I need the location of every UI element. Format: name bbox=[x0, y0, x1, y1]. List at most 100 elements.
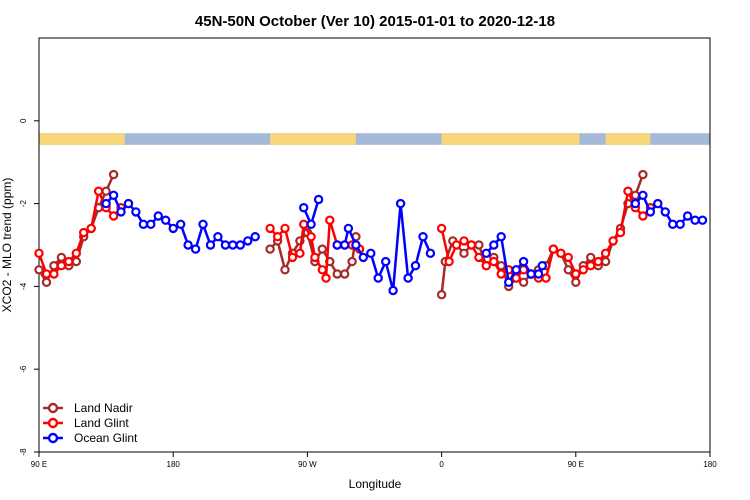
ocean-glint-point bbox=[682, 211, 693, 221]
y-tick-label: -8 bbox=[19, 448, 28, 456]
y-axis-label: XCO2 - MLO trend (ppm) bbox=[0, 178, 14, 313]
ocean-glint-point bbox=[504, 277, 514, 287]
land-glint-point bbox=[41, 269, 52, 279]
ocean-glint-point bbox=[388, 285, 398, 296]
land-glint-point bbox=[93, 186, 104, 196]
ocean-glint-point bbox=[138, 219, 149, 229]
legend-swatch-marker bbox=[47, 432, 59, 444]
ocean-glint-point bbox=[526, 269, 536, 279]
land-glint-point bbox=[444, 256, 454, 267]
land-glint-point bbox=[306, 231, 316, 242]
land-ocean-mask-band bbox=[39, 133, 710, 145]
ocean-glint-point bbox=[410, 261, 421, 271]
ocean-glint-point bbox=[496, 231, 506, 242]
land-glint-point bbox=[481, 261, 491, 271]
land-glint-point bbox=[299, 219, 309, 229]
land-glint-point bbox=[321, 273, 331, 283]
ocean-glint-point bbox=[228, 240, 238, 250]
land-nadir-point bbox=[586, 252, 596, 263]
series-land-nadir bbox=[34, 169, 648, 300]
ocean-glint-point bbox=[675, 219, 685, 229]
land-nadir-point bbox=[101, 186, 111, 196]
land-nadir-point bbox=[49, 261, 59, 271]
ocean-glint-point bbox=[108, 190, 119, 200]
land-glint-point bbox=[578, 265, 589, 275]
ocean-glint-point bbox=[205, 240, 216, 250]
land-glint-point bbox=[272, 231, 283, 242]
ocean-glint-point bbox=[131, 207, 141, 217]
land-glint-point bbox=[325, 215, 335, 225]
ocean-glint-point bbox=[668, 219, 678, 229]
land-glint-point bbox=[49, 269, 59, 279]
ocean-glint-point bbox=[630, 198, 641, 209]
land-glint-point bbox=[86, 223, 96, 234]
ocean-glint-point bbox=[660, 207, 671, 217]
ocean-glint-point bbox=[190, 244, 201, 254]
ocean-band bbox=[39, 133, 710, 145]
land-nadir-point bbox=[265, 244, 275, 254]
ocean-glint-point bbox=[511, 265, 521, 275]
ocean-glint-point bbox=[418, 231, 428, 242]
ocean-glint-point bbox=[235, 240, 245, 250]
land-glint-point bbox=[474, 252, 484, 263]
land-nadir-point bbox=[630, 190, 641, 200]
land-nadir-point bbox=[108, 169, 119, 180]
land-nadir-point bbox=[280, 265, 290, 275]
land-nadir-point bbox=[317, 244, 327, 254]
ocean-glint-point bbox=[250, 231, 260, 242]
ocean-glint-point bbox=[146, 219, 156, 229]
land-nadir-point bbox=[563, 265, 574, 275]
ocean-glint-point bbox=[373, 273, 383, 283]
ocean-glint-point bbox=[697, 215, 708, 225]
ocean-glint-point bbox=[343, 223, 354, 234]
land-glint-point bbox=[466, 240, 477, 250]
land-nadir-point bbox=[332, 269, 342, 279]
ocean-glint-point bbox=[366, 248, 376, 258]
ocean-glint-point bbox=[175, 219, 186, 229]
ocean-glint-point bbox=[332, 240, 342, 250]
land-glint-point bbox=[34, 248, 44, 258]
ocean-glint-point bbox=[160, 215, 171, 225]
land-glint-point bbox=[541, 273, 551, 283]
y-tick-label: 0 bbox=[19, 118, 28, 123]
legend-label: Land Nadir bbox=[74, 401, 133, 415]
x-tick-label: 90 W bbox=[298, 460, 317, 469]
ocean-glint-point bbox=[116, 207, 126, 217]
ocean-glint-point bbox=[489, 240, 499, 250]
ocean-glint-point bbox=[306, 219, 316, 229]
ocean-glint-point bbox=[340, 240, 350, 250]
land-nadir-point bbox=[459, 248, 469, 258]
x-axis-label: Longitude bbox=[349, 477, 402, 491]
y-tick-label: -2 bbox=[19, 199, 28, 207]
ocean-glint-point bbox=[351, 240, 361, 250]
land-glint-point bbox=[265, 223, 275, 234]
ocean-glint-point bbox=[645, 207, 656, 217]
land-glint-point bbox=[623, 186, 633, 196]
ocean-glint-point bbox=[123, 198, 134, 209]
series-layer bbox=[34, 169, 708, 300]
ocean-glint-point bbox=[243, 236, 253, 246]
land-glint-point bbox=[548, 244, 559, 254]
land-glint-point bbox=[108, 211, 119, 221]
ocean-glint-point bbox=[168, 223, 178, 234]
x-axis-ticks: 90 E 180 90 W 0 90 E 180 bbox=[31, 452, 717, 469]
land-nadir-point bbox=[474, 240, 484, 250]
ocean-glint-point bbox=[425, 248, 436, 258]
land-glint-point bbox=[638, 211, 648, 221]
land-glint-point bbox=[71, 248, 82, 258]
land-band-segment bbox=[270, 133, 356, 145]
land-glint-point bbox=[78, 227, 89, 238]
ocean-glint-point bbox=[533, 269, 544, 279]
legend-swatch-marker bbox=[47, 402, 59, 414]
ocean-glint-point bbox=[403, 273, 413, 283]
legend-item-ocean-glint: Ocean Glint bbox=[43, 431, 138, 445]
ocean-glint-point bbox=[358, 252, 368, 263]
land-band-segment bbox=[39, 133, 125, 145]
y-axis-ticks: 0 -2 -4 -6 -8 bbox=[19, 118, 39, 456]
x-tick-label: 180 bbox=[167, 460, 181, 469]
land-glint-point bbox=[489, 256, 499, 267]
ocean-glint-point bbox=[153, 211, 163, 221]
legend-label: Ocean Glint bbox=[74, 431, 138, 445]
land-glint-point bbox=[615, 227, 626, 238]
